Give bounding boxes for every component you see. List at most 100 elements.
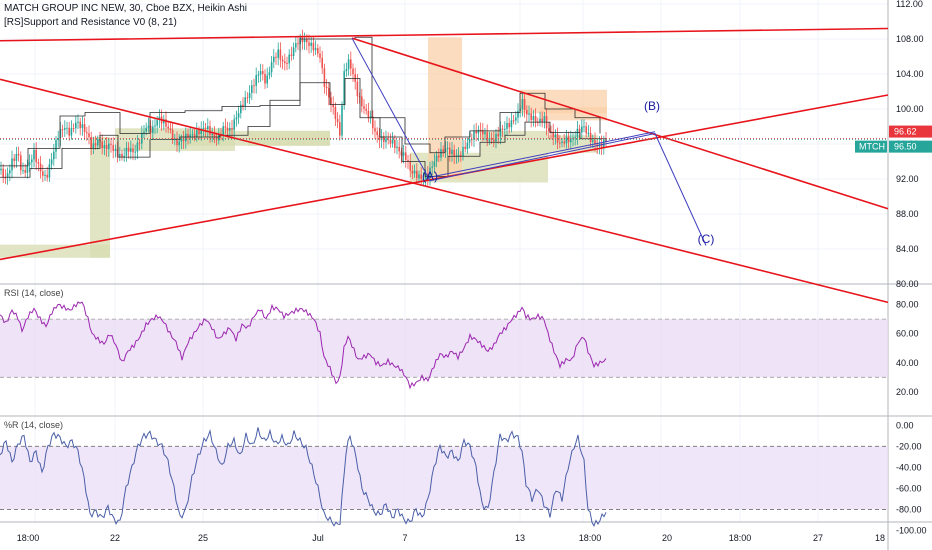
candle-body bbox=[578, 128, 581, 133]
candle-body bbox=[2, 168, 4, 178]
candle-body bbox=[169, 128, 172, 130]
candle-body bbox=[6, 173, 9, 178]
candle-body bbox=[385, 138, 387, 143]
wr-title: %R (14, close) bbox=[4, 420, 64, 430]
candle-body bbox=[589, 132, 592, 142]
price-tick-label: 80.00 bbox=[896, 279, 919, 289]
candle-body bbox=[328, 88, 330, 98]
candle-body bbox=[363, 106, 365, 109]
candle-body bbox=[446, 147, 449, 149]
wr-tick-label: 0.00 bbox=[896, 420, 914, 430]
candle-body bbox=[233, 119, 235, 130]
candle-body bbox=[154, 125, 156, 127]
candle-body bbox=[422, 179, 425, 181]
candle-body bbox=[61, 129, 64, 131]
candle-body bbox=[9, 170, 11, 174]
price-tick-label: 108.00 bbox=[896, 34, 924, 44]
candle-body bbox=[88, 133, 90, 138]
candle-body bbox=[207, 126, 209, 129]
candle-body bbox=[372, 116, 374, 129]
candle-body bbox=[405, 152, 407, 160]
support-step bbox=[0, 77, 607, 178]
candle-body bbox=[143, 131, 145, 134]
support-resistance-steps bbox=[0, 36, 607, 178]
candle-body bbox=[416, 170, 418, 179]
candle-body bbox=[449, 147, 451, 155]
rsi-title: RSI (14, close) bbox=[4, 288, 64, 298]
candle-body bbox=[314, 48, 317, 51]
candle-body bbox=[165, 119, 167, 127]
trend-line-ascending bbox=[0, 94, 889, 261]
candle-body bbox=[603, 139, 605, 148]
time-tick-label: 7 bbox=[402, 533, 407, 543]
candle-body bbox=[490, 138, 493, 140]
mtch-price-value: 96.50 bbox=[894, 142, 917, 152]
candle-body bbox=[508, 123, 510, 128]
candle-body bbox=[20, 155, 22, 171]
candle-body bbox=[493, 139, 495, 142]
candle-body bbox=[108, 143, 110, 150]
chart-title: MATCH GROUP INC NEW, 30, Cboe BZX, Heiki… bbox=[4, 3, 248, 14]
candle-body bbox=[332, 104, 334, 108]
candle-body bbox=[119, 153, 121, 157]
resistance-step bbox=[0, 36, 601, 167]
candle-body bbox=[81, 124, 84, 129]
candle-body bbox=[394, 139, 396, 148]
price-tick-label: 100.00 bbox=[896, 104, 924, 114]
candle-body bbox=[411, 170, 414, 174]
candle-body bbox=[94, 143, 97, 146]
candle-body bbox=[240, 104, 242, 114]
candle-body bbox=[367, 110, 370, 119]
candle-body bbox=[506, 123, 508, 129]
wr-tick-label: -100.00 bbox=[896, 525, 927, 535]
candle-body bbox=[466, 142, 469, 149]
candle-body bbox=[22, 170, 24, 172]
candle-body bbox=[347, 59, 350, 70]
candle-body bbox=[594, 140, 596, 145]
wr-tick-label: -60.00 bbox=[896, 483, 922, 493]
candle-body bbox=[224, 126, 227, 128]
candle-body bbox=[581, 126, 583, 133]
candle-body bbox=[244, 97, 246, 107]
candle-body bbox=[339, 122, 341, 136]
candle-body bbox=[134, 151, 136, 153]
candle-body bbox=[189, 134, 191, 138]
candle-body bbox=[204, 127, 207, 129]
candle-body bbox=[378, 135, 381, 141]
candle-body bbox=[152, 126, 154, 133]
candle-body bbox=[438, 155, 440, 158]
candle-body bbox=[31, 159, 33, 163]
last-price-value: 96.62 bbox=[894, 127, 917, 137]
rsi-pane bbox=[0, 301, 888, 390]
candle-body bbox=[354, 74, 356, 82]
candle-body bbox=[4, 177, 7, 179]
candle-body bbox=[198, 130, 200, 135]
candle-body bbox=[229, 127, 231, 131]
candle-body bbox=[226, 127, 229, 131]
williams-r-pane bbox=[0, 427, 888, 527]
candle-body bbox=[400, 151, 403, 156]
candle-body bbox=[163, 119, 165, 124]
candle-body bbox=[303, 39, 306, 43]
candle-body bbox=[330, 97, 332, 105]
candle-body bbox=[572, 137, 574, 139]
candle-body bbox=[268, 72, 271, 76]
candle-body bbox=[312, 42, 315, 51]
candle-body bbox=[543, 116, 546, 122]
candle-body bbox=[310, 42, 312, 46]
time-tick-label: 22 bbox=[110, 533, 120, 543]
rsi-line bbox=[0, 301, 607, 390]
candle-body bbox=[33, 149, 35, 160]
candle-body bbox=[277, 49, 279, 58]
candle-body bbox=[213, 133, 216, 137]
candle-body bbox=[44, 174, 46, 176]
candle-body bbox=[39, 163, 42, 172]
candle-body bbox=[587, 132, 590, 134]
candle-body bbox=[53, 151, 55, 160]
mtch-symbol-label: MTCH bbox=[859, 142, 885, 152]
time-tick-label: 18:00 bbox=[729, 533, 752, 543]
candle-body bbox=[275, 56, 277, 58]
candle-body bbox=[301, 37, 304, 43]
wr-tick-label: -80.00 bbox=[896, 504, 922, 514]
time-tick-label: 13 bbox=[515, 533, 525, 543]
